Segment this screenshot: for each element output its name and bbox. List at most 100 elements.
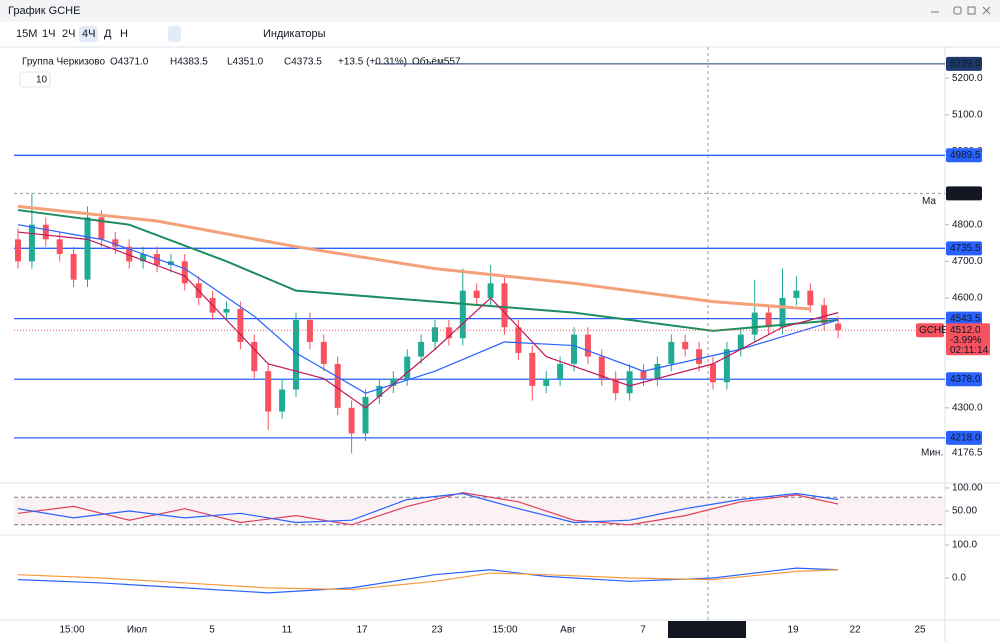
- x-tick-label: 17: [356, 625, 368, 636]
- candle-body: [668, 341, 675, 364]
- level-box: [946, 241, 982, 256]
- moving-average: [17, 209, 839, 332]
- x-tick-label: 22: [849, 625, 861, 636]
- candle-body: [376, 385, 383, 397]
- interval-button[interactable]: 15М: [16, 28, 37, 40]
- max-label: 4885.5: [950, 188, 981, 199]
- candle-body: [696, 349, 703, 364]
- candle-body: [640, 371, 647, 379]
- candle-body: [56, 239, 63, 255]
- x-tick-label: 19: [787, 625, 799, 636]
- candle-body: [320, 341, 327, 364]
- ohlc-low: L4351.0: [227, 57, 264, 68]
- x-tick-label: Июл: [127, 625, 147, 636]
- candle-body: [404, 356, 411, 379]
- interval-button[interactable]: Д: [104, 28, 112, 40]
- candle-body: [140, 254, 147, 262]
- y-tick-label: 0.0: [952, 573, 966, 584]
- candle-body: [598, 356, 605, 379]
- bar-timer: 02:11:14: [950, 345, 989, 356]
- interval-button[interactable]: 1Ч: [42, 28, 55, 40]
- indicators-button[interactable]: Индикаторы: [263, 28, 326, 40]
- interval-button[interactable]: 2Ч: [62, 28, 75, 40]
- candle-body: [515, 327, 522, 353]
- period-box[interactable]: [19, 71, 51, 88]
- candle-body: [765, 312, 772, 328]
- moving-average: [17, 204, 811, 311]
- chart-type-button[interactable]: [168, 26, 181, 42]
- window-controls[interactable]: [931, 6, 991, 15]
- candle-body: [223, 308, 230, 313]
- symbol-label: GCHE: [919, 325, 948, 336]
- level-box: [946, 372, 982, 387]
- y-tick-label: 4700.0: [952, 256, 983, 267]
- candle-body: [251, 341, 258, 372]
- candle-body: [306, 319, 313, 342]
- level-label: 4218.0: [950, 433, 981, 444]
- interval-active: [79, 26, 98, 42]
- ohlc-change: +13.5 (+0.31%): [338, 57, 407, 68]
- title-bar: [0, 0, 1000, 22]
- candle-body: [501, 283, 508, 328]
- candle-body: [84, 217, 91, 280]
- ohlc-close: C4373.5: [284, 57, 322, 68]
- candle-body: [543, 378, 550, 386]
- candle-body: [390, 378, 397, 386]
- y-tick-label: 5200.0: [952, 73, 983, 84]
- x-tick-label: 7: [640, 625, 646, 636]
- candle-body: [42, 224, 49, 240]
- candle-body: [779, 297, 786, 328]
- ohlc-open: O4371.0: [110, 57, 149, 68]
- crosshair-time-box: [668, 621, 746, 638]
- y-tick-label: 4600.0: [952, 293, 983, 304]
- candle-body: [529, 352, 536, 386]
- candle-body: [626, 371, 633, 394]
- x-tick-label: 23: [431, 625, 443, 636]
- candle-body: [723, 349, 730, 383]
- max-name: Ma: [922, 196, 936, 207]
- x-tick-label: 12 Авг '24: [667, 625, 713, 636]
- x-tick-label: 15:00: [59, 625, 84, 636]
- level-label: 4543.5: [950, 313, 981, 324]
- interval-button[interactable]: Н: [120, 28, 128, 40]
- last-price-label: 4512.0: [950, 325, 981, 336]
- level-box: [946, 430, 982, 445]
- level-label: 4378.0: [950, 374, 981, 385]
- y-tick-label: 5100.0: [952, 109, 983, 120]
- candle-body: [237, 308, 244, 342]
- y-tick-label: 50.00: [952, 506, 977, 517]
- ohlc-high: H4383.5: [170, 57, 208, 68]
- max-box: [946, 186, 982, 201]
- candle-body: [807, 290, 814, 306]
- window-title: График GCHE: [8, 5, 80, 17]
- top-level-label: 5239.0: [950, 59, 981, 70]
- oscillator-line: [17, 567, 839, 594]
- candle-body: [334, 363, 341, 408]
- candle-body: [654, 363, 661, 379]
- interval-button[interactable]: 4Ч: [82, 28, 95, 40]
- candle-body: [710, 363, 716, 383]
- candle-body: [751, 312, 758, 335]
- candle-body: [15, 239, 21, 262]
- candle-body: [265, 371, 272, 412]
- candle-body: [418, 341, 425, 357]
- y-tick-label: 100.00: [952, 483, 983, 494]
- x-tick-label: 11:00: [717, 625, 742, 636]
- candle-body: [793, 290, 800, 298]
- y-tick-label: 4300.0: [952, 402, 983, 413]
- candle-body: [293, 319, 299, 390]
- x-tick-label: 5: [209, 625, 215, 636]
- candle-body: [445, 327, 452, 339]
- last-change: -3.99%: [950, 335, 982, 346]
- last-price-box: [946, 323, 990, 356]
- oscillator-line: [17, 492, 839, 524]
- candle-body: [28, 224, 35, 262]
- x-tick-label: 25: [914, 625, 926, 636]
- candle-body: [459, 290, 466, 339]
- level-box: [946, 148, 982, 163]
- candle-body: [181, 261, 188, 284]
- candle-body: [821, 305, 828, 324]
- volume: Объём557: [412, 56, 461, 68]
